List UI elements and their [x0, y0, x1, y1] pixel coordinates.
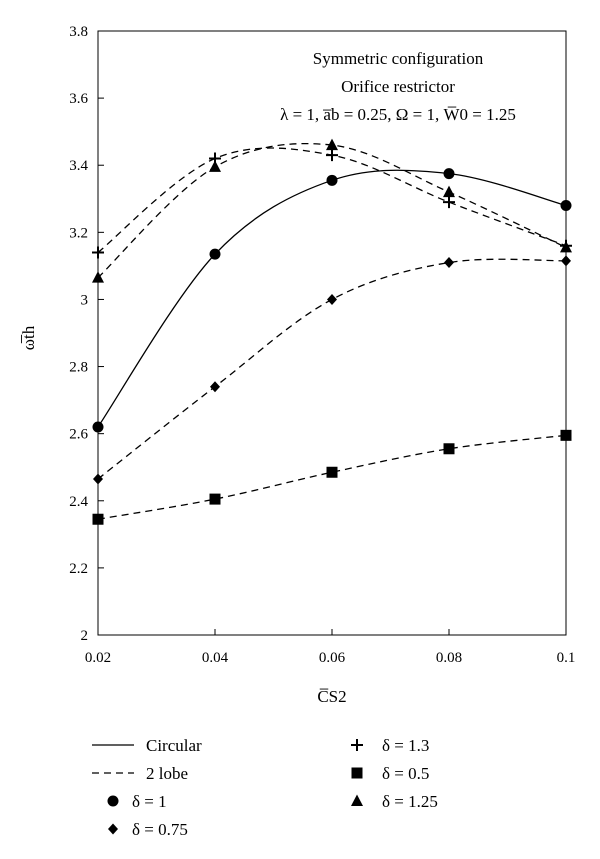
data-point-diamond: [561, 255, 571, 267]
legend-label: δ = 0.5: [382, 764, 429, 783]
data-point-square: [92, 513, 104, 525]
series-circle: [92, 168, 572, 433]
series-line-square: [97, 434, 567, 520]
x-tick-label: 0.04: [202, 650, 229, 666]
legend-item: δ = 1: [107, 792, 167, 811]
legend-item: δ = 0.5: [351, 764, 429, 783]
data-point-circle: [209, 248, 221, 260]
legend-label: δ = 1.25: [382, 792, 438, 811]
y-tick-label: 2.6: [69, 427, 88, 443]
data-point-plus: [443, 196, 455, 209]
y-tick-label: 3.6: [69, 91, 88, 107]
y-tick-label: 2.2: [69, 561, 88, 577]
data-point-triangle: [443, 185, 455, 198]
series-diamond: [93, 255, 571, 485]
series-layer: [92, 138, 572, 525]
data-point-square: [443, 443, 455, 455]
data-point-plus: [326, 149, 338, 162]
y-tick-label: 2.4: [69, 494, 88, 510]
series-plus: [92, 147, 572, 259]
series-line-diamond: [97, 258, 567, 480]
data-point-triangle: [209, 160, 221, 172]
data-point-diamond: [444, 257, 454, 269]
data-point-circle: [326, 174, 338, 186]
legend-marker-square: [351, 767, 363, 779]
y-tick-label: 3.4: [69, 158, 88, 174]
legend-label: δ = 1.3: [382, 736, 429, 755]
y-axis: 2 2.2 2.4 2.6 2.8 3 3.2 3.4 3.6 3.8: [69, 24, 104, 644]
y-tick-label: 2.8: [69, 360, 88, 376]
data-point-triangle: [560, 240, 572, 253]
series-line-triangle: [97, 142, 567, 279]
legend-marker-circle: [107, 795, 119, 807]
data-point-triangle: [326, 138, 338, 151]
data-point-diamond: [327, 293, 337, 305]
data-point-circle: [443, 168, 455, 180]
x-tick-label: 0.1: [557, 650, 576, 666]
y-tick-label: 2: [81, 628, 89, 644]
legend-label: Circular: [146, 736, 202, 755]
series-square: [92, 429, 572, 525]
y-axis-label: ω̅th: [19, 325, 38, 350]
series-triangle: [92, 138, 572, 283]
data-point-square: [326, 466, 338, 478]
series-line-circle: [97, 169, 567, 428]
legend-marker-diamond: [108, 823, 118, 835]
data-point-diamond: [210, 381, 220, 393]
annotation-line-1: Symmetric configuration: [313, 49, 484, 68]
data-point-triangle: [92, 271, 104, 283]
legend-item: Circular: [92, 736, 202, 755]
legend-item: δ = 0.75: [108, 820, 188, 839]
y-tick-label: 3.2: [69, 225, 88, 241]
legend-marker-plus: [351, 739, 363, 751]
x-tick-label: 0.08: [436, 650, 462, 666]
legend-marker-triangle: [351, 794, 363, 806]
y-tick-label: 3: [81, 292, 89, 308]
data-point-circle: [560, 199, 572, 211]
legend-label: 2 lobe: [146, 764, 188, 783]
series-line-plus: [97, 147, 567, 253]
data-point-square: [209, 493, 221, 505]
x-axis-label: C̅S2: [317, 687, 346, 706]
x-tick-label: 0.02: [85, 650, 111, 666]
annotation-line-2: Orifice restrictor: [341, 77, 455, 96]
x-axis: 0.02 0.04 0.06 0.08 0.1: [85, 629, 576, 666]
x-tick-label: 0.06: [319, 650, 346, 666]
data-point-plus: [92, 246, 104, 259]
data-point-circle: [92, 421, 104, 433]
legend-label: δ = 1: [132, 792, 167, 811]
y-tick-label: 3.8: [69, 24, 88, 40]
legend-item: δ = 1.3: [351, 736, 429, 755]
legend-item: 2 lobe: [92, 764, 188, 783]
annotation-line-3: λ = 1, a̅b = 0.25, Ω = 1, W̅0 = 1.25: [280, 105, 516, 124]
data-point-diamond: [93, 473, 103, 485]
data-point-square: [560, 429, 572, 441]
legend: Circular 2 lobe δ = 1 δ = 0.75 δ = 1.3 δ = 0.…: [92, 736, 438, 839]
legend-item: δ = 1.25: [351, 792, 438, 811]
legend-label: δ = 0.75: [132, 820, 188, 839]
